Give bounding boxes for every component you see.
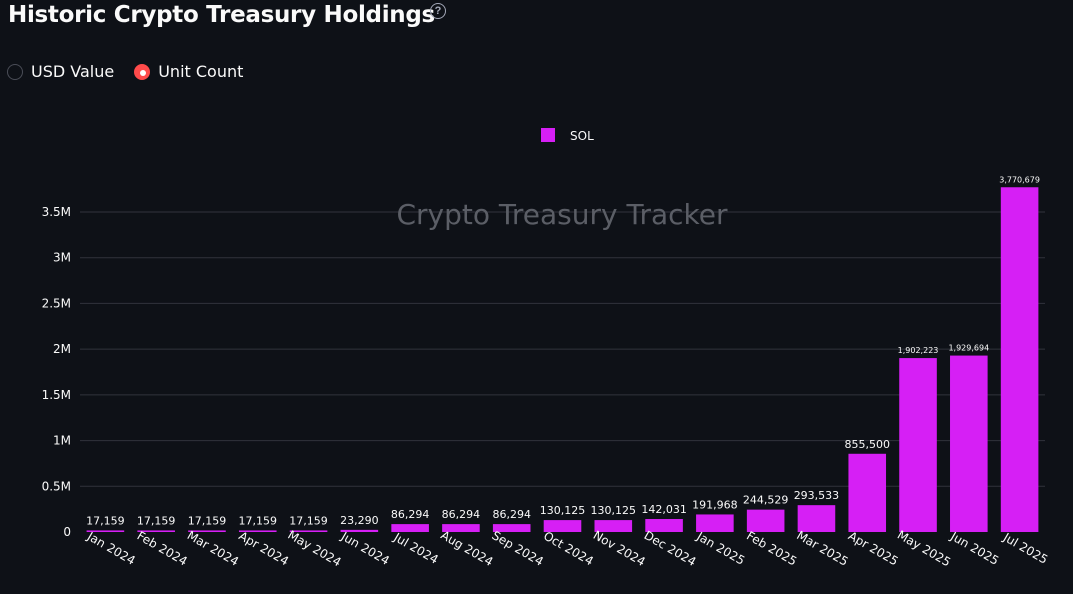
bar-data-label: 23,290 [340,514,379,527]
bar-sol [696,514,734,532]
x-tick-label: Jan 2025 [694,529,748,568]
bar-data-label: 130,125 [591,504,637,517]
bar-sol [391,524,429,532]
view-mode-radio-group: USD Value Unit Count [7,62,243,81]
bar-data-label: 17,159 [137,514,176,527]
y-tick-label: 0 [63,525,71,539]
y-tick-label: 2M [53,342,71,356]
bar-data-label: 17,159 [188,514,227,527]
x-tick-label: Apr 2025 [846,529,901,569]
radio-usd-value[interactable]: USD Value [7,62,114,81]
radio-unit-count-label: Unit Count [158,62,244,81]
bar-sol [86,530,125,532]
x-tick-label: Dec 2024 [642,528,699,569]
x-tick-label: May 2024 [285,528,343,570]
radio-unit-count-circle[interactable] [134,63,151,80]
bar-sol [950,355,988,532]
x-tick-label: Jun 2024 [338,529,392,568]
y-tick-label: 3M [53,251,71,265]
bar-data-label: 3,770,679 [999,175,1040,184]
bar-sol [899,358,937,532]
y-tick-label: 1M [53,434,71,448]
x-tick-label: Apr 2024 [236,529,291,569]
x-tick-label: May 2025 [895,528,953,570]
bar-sol [797,505,836,532]
bar-data-label: 244,529 [743,494,789,507]
bar-sol [238,530,277,532]
bar-data-label: 86,294 [492,508,531,521]
bar-data-label: 1,929,694 [948,344,989,353]
bar-sol [442,524,480,532]
help-question-icon[interactable]: ? [430,3,446,19]
x-tick-label: Sep 2024 [490,528,546,569]
bar-sol [137,530,175,532]
radio-unit-count[interactable]: Unit Count [134,62,243,81]
y-tick-label: 2.5M [42,296,71,310]
x-tick-label: Jan 2024 [84,529,138,568]
bar-data-label: 142,031 [641,503,687,516]
bar-data-label: 17,159 [289,514,328,527]
bar-sol [645,519,683,532]
bar-data-label: 86,294 [391,508,430,521]
x-tick-label: Nov 2024 [591,528,648,569]
x-tick-label: Jul 2024 [391,530,441,567]
radio-usd-value-circle[interactable] [7,63,23,80]
bar-sol [340,529,379,532]
bar-data-label: 191,968 [692,498,738,511]
bar-sol [492,524,531,532]
y-tick-label: 1.5M [42,388,71,402]
x-tick-label: Jun 2025 [947,529,1001,568]
bar-sol [594,520,633,532]
bar-data-label: 17,159 [239,514,278,527]
x-tick-label: Oct 2024 [541,529,596,569]
x-tick-label: Mar 2024 [185,528,241,569]
bar-sol [1000,187,1039,533]
legend-swatch-sol [541,128,555,142]
radio-usd-value-label: USD Value [31,62,115,81]
bar-sol [289,530,328,532]
bar-sol [746,509,785,532]
bar-sol [848,453,887,532]
bar-sol [188,530,226,532]
legend-label-sol: SOL [570,129,594,143]
x-tick-label: Aug 2024 [438,528,495,569]
bar-data-label: 855,500 [844,438,890,451]
x-tick-label: Feb 2025 [744,529,799,569]
x-tick-label: Mar 2025 [794,528,850,569]
page-title: Historic Crypto Treasury Holdings [8,2,435,28]
bar-sol [543,520,582,532]
bar-data-label: 293,533 [794,489,840,502]
bar-data-label: 1,902,223 [898,346,939,355]
y-tick-label: 3.5M [42,205,71,219]
bar-data-label: 130,125 [540,504,586,517]
y-tick-label: 0.5M [42,479,71,493]
bar-data-label: 17,159 [86,514,125,527]
watermark-text: Crypto Treasury Tracker [396,198,727,231]
x-tick-label: Feb 2024 [135,529,190,569]
bar-data-label: 86,294 [442,508,481,521]
x-tick-label: Jul 2025 [1000,530,1050,567]
